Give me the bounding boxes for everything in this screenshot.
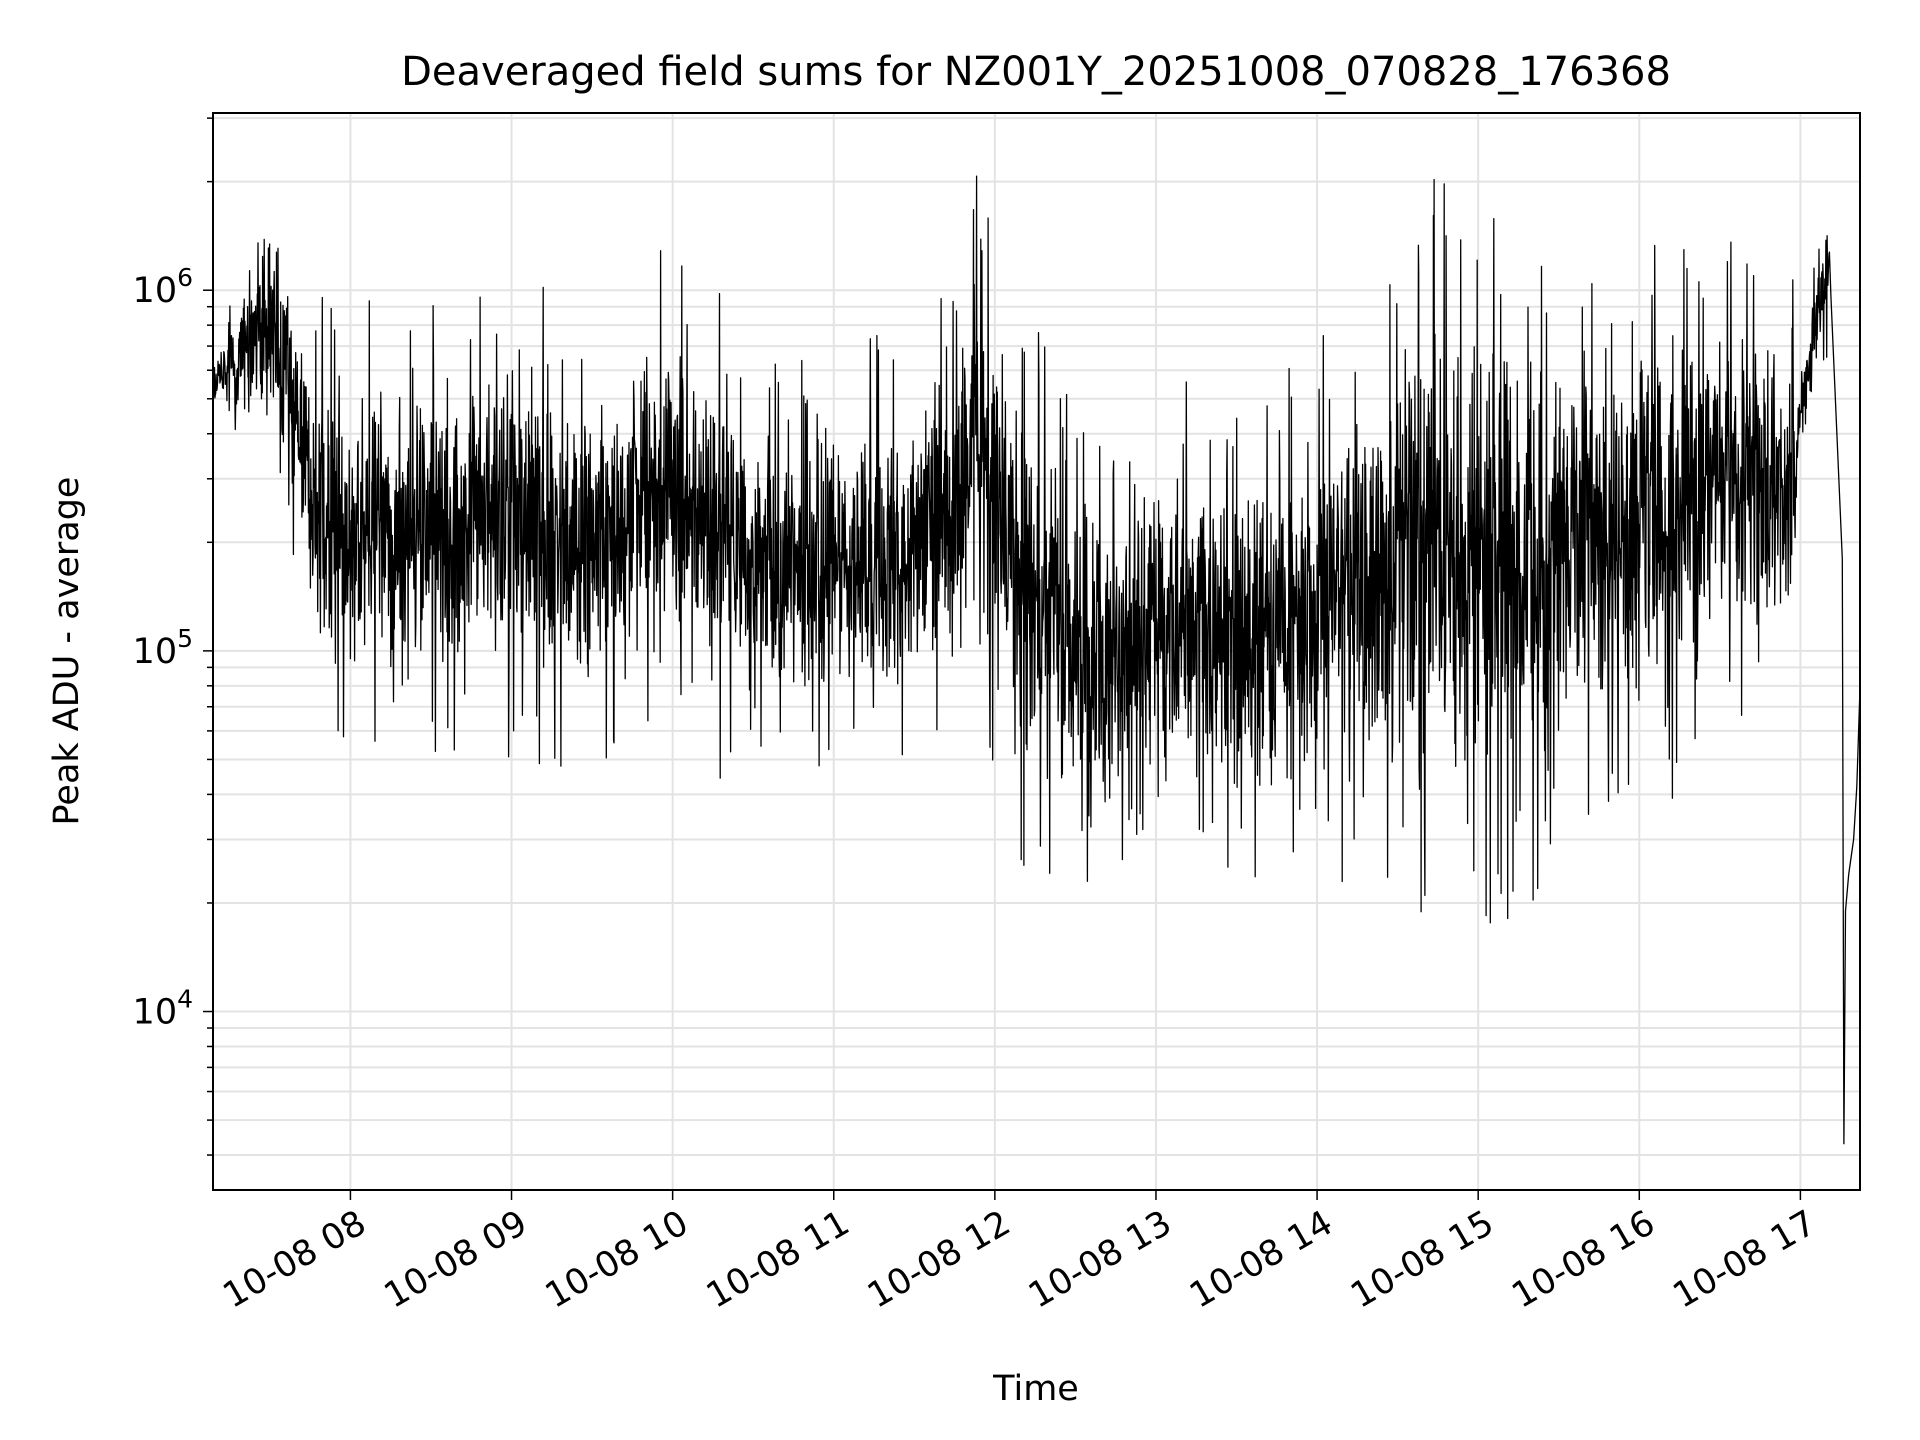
y-tick-label: 105 [133, 624, 193, 672]
y-tick-label-exponent: 5 [177, 624, 193, 653]
y-tick-label: 104 [133, 985, 193, 1033]
y-tick-label-exponent: 4 [177, 985, 193, 1014]
y-axis-label: Peak ADU - average [47, 477, 87, 826]
y-tick-label-base: 10 [133, 632, 178, 672]
y-tick-label: 106 [133, 263, 193, 311]
y-tick-label-base: 10 [133, 993, 178, 1033]
chart-title: Deaveraged field sums for NZ001Y_2025100… [401, 49, 1671, 95]
y-tick-label-exponent: 6 [177, 263, 193, 292]
series-line [212, 175, 1861, 1145]
y-tick-label-base: 10 [133, 271, 178, 311]
x-axis-label: Time [992, 1369, 1079, 1409]
series-layer [212, 175, 1861, 1145]
